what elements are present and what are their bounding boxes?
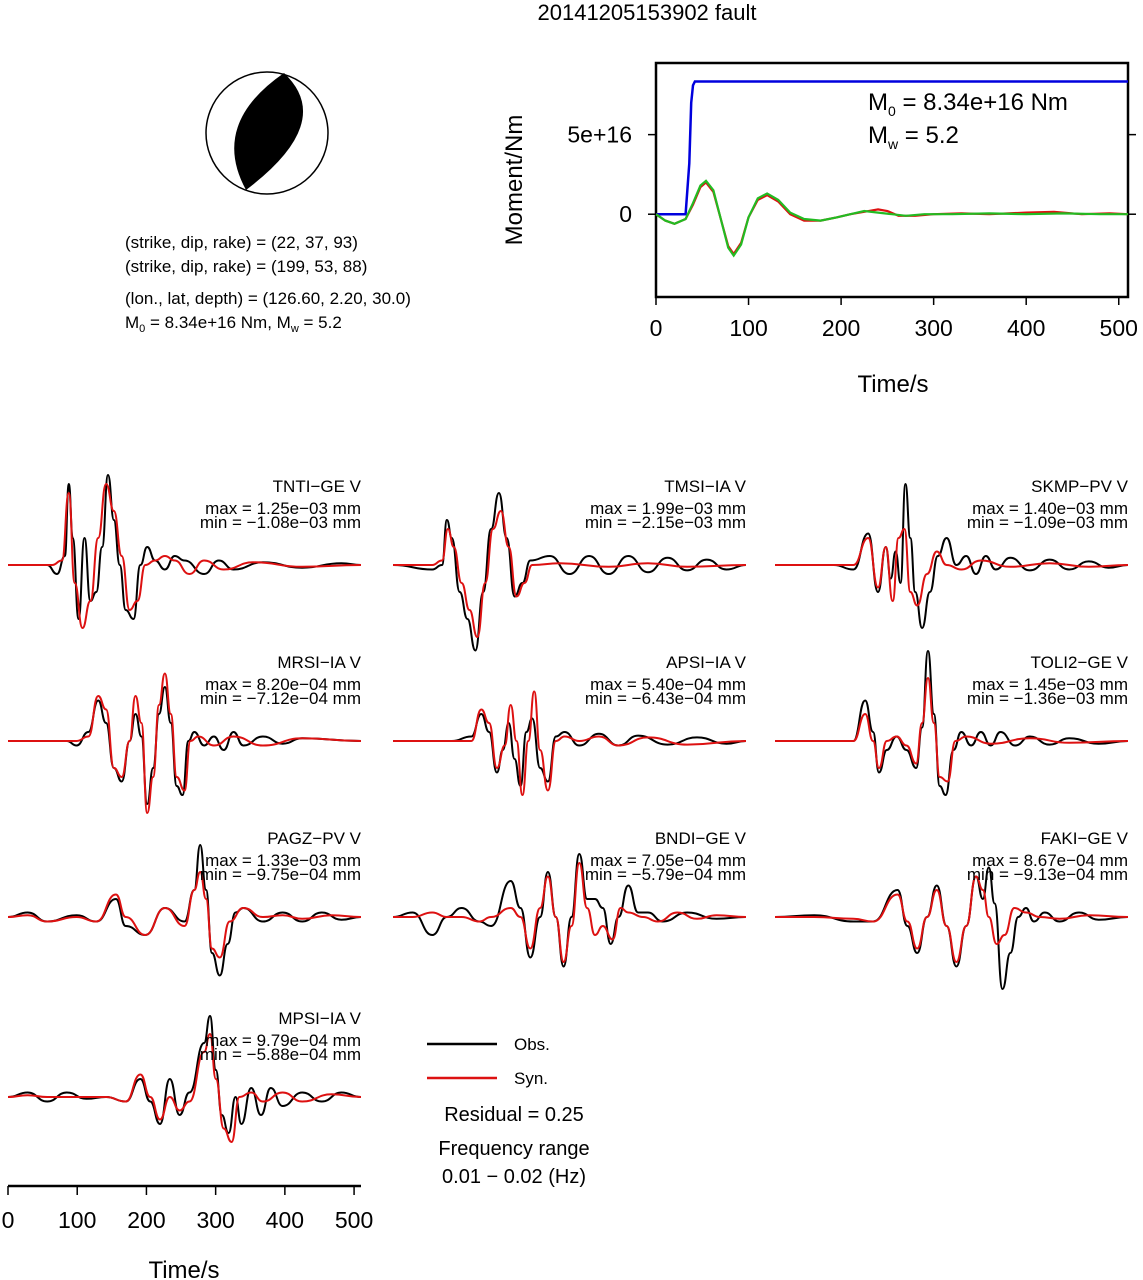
moment-rate-axes: 0 100 200 300 400 500 0 5e+16: [567, 122, 1138, 341]
focal-info: (strike, dip, rake) = (22, 37, 93) (stri…: [125, 233, 411, 335]
station-name: MRSI−IA V: [277, 653, 361, 672]
stf-xtick-label: 500: [1100, 315, 1138, 341]
moment-rate-ylabel: Moment/Nm: [501, 115, 528, 246]
station-max: max = 1.45e−03 mm: [972, 675, 1128, 694]
trace-obs: [774, 866, 1129, 991]
station-min: min = −6.43e−04 mm: [585, 689, 746, 708]
station-name: TMSI−IA V: [664, 477, 746, 496]
frequency-title: Frequency range: [438, 1138, 589, 1160]
trace-syn: [775, 676, 1129, 783]
stf-xtick-label: 300: [914, 315, 952, 341]
station-min: min = −9.75e−04 mm: [200, 865, 361, 884]
legend-syn-label: Syn.: [514, 1069, 548, 1088]
trace-syn: [7, 482, 362, 630]
trace-syn: [393, 861, 747, 964]
station-name: PAGZ−PV V: [267, 829, 361, 848]
waveform-xtick-label: 0: [2, 1207, 15, 1233]
trace-obs: [775, 649, 1129, 797]
beachball: [205, 71, 329, 195]
stf-ytick-label: 5e+16: [567, 122, 632, 148]
series-rate_green: [655, 179, 1128, 258]
station-min: min = −5.79e−04 mm: [585, 865, 746, 884]
trace-obs: [7, 473, 362, 621]
station-name: BNDI−GE V: [655, 829, 747, 848]
station-name: SKMP−PV V: [1031, 477, 1129, 496]
station-name: FAKI−GE V: [1041, 829, 1129, 848]
frequency-range: 0.01 − 0.02 (Hz): [442, 1166, 586, 1188]
station-max: max = 1.33e−03 mm: [205, 851, 361, 870]
trace-syn: [8, 672, 362, 815]
moment-magnitude-text: M0 = 8.34e+16 Nm, Mw = 5.2: [125, 313, 342, 335]
strike-dip-rake-1: (strike, dip, rake) = (22, 37, 93): [125, 233, 358, 252]
trace-syn: [7, 870, 362, 959]
trace-syn: [775, 875, 1129, 964]
trace-obs: [392, 491, 747, 652]
stf-xtick-label: 0: [650, 315, 663, 341]
waveform-xtick-label: 500: [335, 1207, 373, 1233]
figure-title: 20141205153902 fault: [538, 0, 757, 25]
station-min: min = −9.13e−04 mm: [967, 865, 1128, 884]
station-max: max = 1.99e−03 mm: [590, 499, 746, 518]
trace-syn: [392, 509, 747, 639]
stf-xtick-label: 100: [729, 315, 767, 341]
station-max: max = 9.79e−04 mm: [205, 1031, 361, 1050]
station-max: max = 1.25e−03 mm: [205, 499, 361, 518]
moment-rate-xlabel: Time/s: [857, 371, 928, 398]
station-min: min = −1.09e−03 mm: [967, 513, 1128, 532]
waveform-xtick-label: 300: [196, 1207, 234, 1233]
station-min: min = −5.88e−04 mm: [200, 1045, 361, 1064]
station-name: APSI−IA V: [666, 653, 747, 672]
station-max: max = 1.40e−03 mm: [972, 499, 1128, 518]
beachball-compression-quadrant: [234, 73, 304, 190]
trace-obs: [393, 712, 747, 788]
station-min: min = −1.36e−03 mm: [967, 689, 1128, 708]
trace-syn: [7, 1032, 362, 1144]
station-max: max = 8.67e−04 mm: [972, 851, 1128, 870]
stf-ytick-label: 0: [619, 201, 632, 227]
station-min: min = −7.12e−04 mm: [200, 689, 361, 708]
stf-xtick-label: 200: [822, 315, 860, 341]
legend: Obs. Syn. Residual = 0.25 Frequency rang…: [427, 1035, 590, 1188]
legend-obs-label: Obs.: [514, 1035, 550, 1054]
waveform-xtick-label: 100: [58, 1207, 96, 1233]
station-max: max = 8.20e−04 mm: [205, 675, 361, 694]
moment-rate-series: [655, 80, 1129, 258]
location-depth: (lon., lat, depth) = (126.60, 2.20, 30.0…: [125, 289, 411, 308]
mw-annotation: Mw = 5.2: [868, 122, 959, 152]
trace-obs: [8, 685, 362, 806]
strike-dip-rake-2: (strike, dip, rake) = (199, 53, 88): [125, 257, 367, 276]
moment-rate-frame: [654, 61, 1130, 299]
trace-syn: [774, 527, 1129, 607]
station-min: min = −1.08e−03 mm: [200, 513, 361, 532]
station-max: max = 5.40e−04 mm: [590, 675, 746, 694]
station-max: max = 7.05e−04 mm: [590, 851, 746, 870]
m0-annotation: M0 = 8.34e+16 Nm: [868, 89, 1068, 119]
waveform-xtick-label: 400: [266, 1207, 304, 1233]
waveform-xlabel: Time/s: [148, 1257, 219, 1280]
station-name: TNTI−GE V: [273, 477, 362, 496]
waveform-xtick-label: 200: [127, 1207, 165, 1233]
stf-xtick-label: 400: [1007, 315, 1045, 341]
station-name: TOLI2−GE V: [1031, 653, 1129, 672]
waveform-time-axis: 0 100 200 300 400 500: [2, 1184, 373, 1233]
station-name: MPSI−IA V: [278, 1009, 361, 1028]
trace-syn: [393, 690, 747, 797]
residual-text: Residual = 0.25: [444, 1104, 584, 1126]
series-cumulative: [656, 80, 1128, 216]
station-min: min = −2.15e−03 mm: [585, 513, 746, 532]
